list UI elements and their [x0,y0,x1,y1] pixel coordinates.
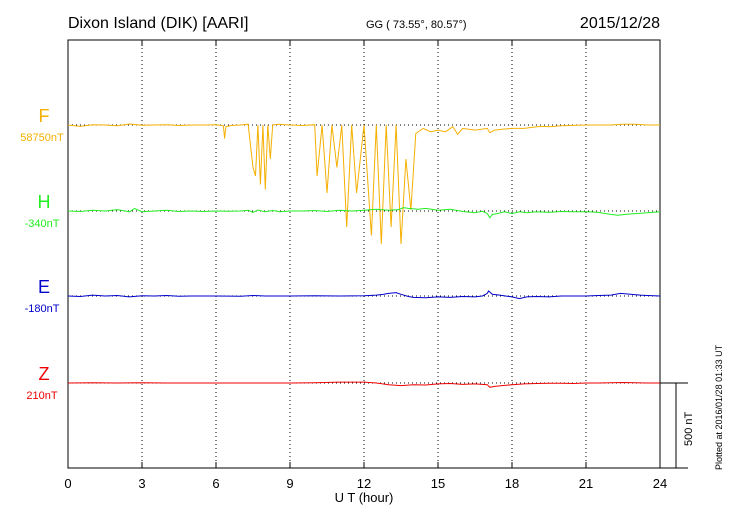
x-tick-label: 24 [653,476,667,491]
channel-base-e: -180nT [25,303,60,315]
x-tick-label: 9 [286,476,293,491]
channel-name-f: F [39,106,50,126]
x-tick-label: 3 [138,476,145,491]
station-title: Dixon Island (DIK) [AARI] [68,15,249,32]
x-tick-label: 12 [357,476,371,491]
channel-base-z: 210nT [26,390,57,402]
scale-bar-label: 500 nT [683,411,695,446]
series-f [67,123,660,245]
channel-base-h: -340nT [25,218,60,230]
coords-label: GG ( 73.55°, 80.57°) [366,19,467,31]
channel-labels: F 58750nT H -340nT E -180nT Z 210nT [20,106,64,402]
x-tick-label: 6 [212,476,219,491]
series-group [67,123,661,388]
series-e [67,290,661,300]
x-tick-label: 0 [64,476,71,491]
plotted-note: Plotted at 2016/01/28 01:33 UT [714,344,724,470]
scale-bar: 500 nT [660,382,695,469]
x-tick-label: 21 [579,476,593,491]
date-label: 2015/12/28 [580,15,660,32]
channel-base-f: 58750nT [20,132,64,144]
channel-name-h: H [38,192,51,212]
x-axis-ticks: 0 3 6 9 12 15 18 21 24 [64,40,667,491]
grid [141,40,587,468]
x-tick-label: 15 [431,476,445,491]
series-h [67,207,661,219]
x-axis-label: U T (hour) [335,490,394,505]
channel-name-e: E [38,277,50,297]
series-z [67,381,660,388]
x-tick-label: 18 [505,476,519,491]
channel-name-z: Z [39,364,50,384]
